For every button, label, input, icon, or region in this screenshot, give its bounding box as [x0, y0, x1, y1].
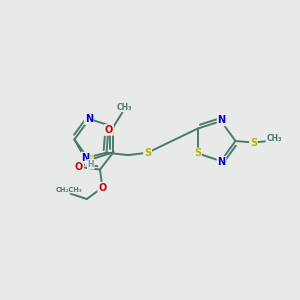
Text: N: N — [218, 157, 226, 166]
Text: S: S — [86, 155, 93, 165]
Text: CH₃: CH₃ — [117, 103, 132, 112]
Text: N: N — [85, 114, 93, 124]
Text: O: O — [105, 125, 113, 135]
Text: S: S — [250, 137, 257, 148]
Text: O: O — [75, 162, 83, 172]
Text: CH₂CH₃: CH₂CH₃ — [56, 187, 82, 193]
Text: S: S — [144, 148, 151, 158]
Text: O: O — [98, 183, 106, 193]
Text: H: H — [88, 160, 94, 169]
Text: N: N — [81, 152, 90, 163]
Text: N: N — [218, 116, 226, 125]
Text: CH₃: CH₃ — [266, 134, 282, 142]
Text: S: S — [194, 148, 201, 158]
